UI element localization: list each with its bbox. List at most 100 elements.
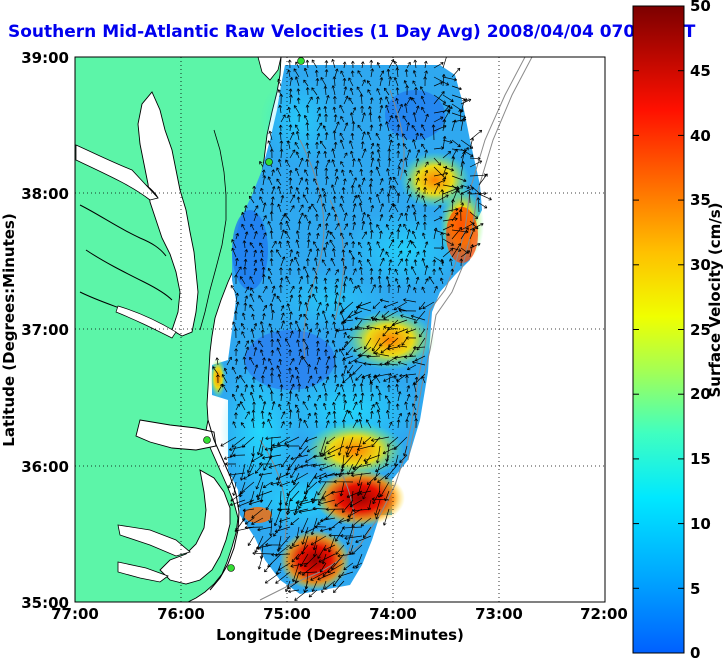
velocity-arrow: [361, 375, 366, 384]
velocity-arrow: [366, 131, 372, 141]
velocity-arrow: [391, 319, 408, 327]
velocity-arrow: [275, 472, 291, 481]
velocity-arrow: [377, 392, 382, 402]
velocity-arrow: [271, 309, 275, 321]
velocity-arrow: [357, 124, 363, 132]
velocity-arrow: [351, 241, 356, 249]
velocity-arrow: [442, 57, 447, 69]
velocity-arrow: [375, 132, 381, 141]
velocity-arrow: [305, 526, 318, 534]
velocity-arrow: [366, 354, 381, 359]
velocity-arrow: [325, 376, 330, 384]
velocity-arrow: [280, 411, 286, 420]
velocity-arrow: [420, 133, 426, 141]
velocity-arrow: [234, 412, 238, 420]
velocity-arrow: [267, 221, 273, 231]
velocity-arrow: [333, 479, 354, 484]
velocity-arrow: [319, 463, 336, 471]
velocity-arrow: [433, 227, 438, 240]
velocity-arrow: [250, 339, 255, 348]
velocity-arrow: [411, 230, 417, 240]
velocity-arrow: [307, 412, 311, 420]
velocity-arrow: [440, 258, 444, 267]
velocity-arrow: [298, 301, 303, 312]
velocity-arrow: [372, 301, 381, 309]
velocity-arrow: [433, 183, 440, 195]
velocity-arrow: [302, 356, 309, 366]
velocity-arrow: [345, 346, 354, 356]
velocity-arrow: [433, 171, 449, 177]
velocity-arrow: [469, 160, 483, 168]
velocity-arrow: [397, 240, 404, 249]
velocity-arrow: [337, 436, 345, 456]
velocity-arrow: [334, 68, 339, 78]
velocity-arrow: [257, 553, 264, 570]
velocity-arrow: [288, 321, 293, 330]
velocity-arrow: [370, 151, 375, 159]
velocity-arrow: [305, 454, 318, 463]
velocity-arrow: [375, 445, 381, 464]
velocity-arrow: [325, 507, 345, 512]
velocity-arrow: [357, 194, 363, 204]
colorbar-scale: [632, 5, 685, 654]
velocity-arrow: [294, 320, 300, 330]
velocity-arrow: [324, 113, 328, 123]
velocity-arrow: [314, 166, 319, 177]
velocity-arrow: [357, 184, 363, 195]
radar-station: [203, 436, 211, 444]
velocity-arrow: [397, 391, 402, 402]
velocity-arrow: [352, 195, 358, 204]
velocity-arrow: [335, 526, 345, 542]
velocity-arrow: [316, 301, 322, 312]
velocity-arrow: [262, 175, 267, 186]
velocity-arrow: [469, 222, 484, 231]
velocity-arrow: [413, 59, 418, 69]
velocity-arrow: [343, 122, 349, 132]
velocity-arrow: [301, 526, 309, 545]
velocity-arrow: [298, 212, 304, 222]
velocity-arrow: [305, 178, 309, 186]
velocity-arrow: [277, 186, 282, 195]
velocity-arrow: [354, 316, 372, 321]
velocity-arrow: [476, 197, 481, 213]
velocity-arrow: [424, 113, 429, 123]
velocity-arrow: [334, 328, 339, 339]
velocity-arrow: [385, 121, 390, 132]
velocity-arrow: [305, 122, 310, 132]
velocity-arrow: [359, 490, 372, 495]
colorbar-label: Surface Velocity (cm/s): [706, 202, 724, 397]
velocity-arrow: [288, 177, 293, 186]
velocity-arrow: [268, 358, 273, 366]
velocity-arrow: [442, 151, 452, 159]
velocity-arrow: [270, 481, 282, 486]
velocity-arrow: [232, 481, 237, 496]
velocity-arrow: [316, 329, 321, 339]
velocity-arrow: [253, 364, 259, 375]
velocity-arrow: [421, 375, 426, 384]
velocity-arrow: [252, 401, 256, 411]
velocity-arrow: [294, 508, 309, 514]
velocity-arrow: [323, 277, 328, 285]
velocity-arrow: [253, 267, 258, 276]
velocity-arrow: [451, 67, 461, 78]
velocity-arrow: [415, 187, 420, 195]
velocity-arrow: [396, 142, 401, 150]
velocity-arrow: [298, 418, 303, 429]
velocity-arrow: [370, 284, 376, 294]
velocity-arrow: [369, 169, 374, 177]
velocity-arrow: [288, 349, 292, 357]
radar-station: [297, 57, 305, 65]
velocity-arrow: [424, 169, 429, 177]
velocity-arrow: [265, 499, 273, 511]
velocity-arrow: [387, 148, 392, 159]
velocity-arrow: [394, 115, 399, 123]
y-tick-label: 35:00: [21, 594, 69, 612]
velocity-arrow: [352, 419, 359, 429]
velocity-arrow: [231, 393, 237, 402]
colorbar-tick: 50: [690, 0, 711, 15]
velocity-arrow: [360, 141, 365, 150]
velocity-arrow: [375, 508, 381, 520]
velocity-arrow: [376, 158, 381, 168]
velocity-arrow: [249, 391, 255, 402]
velocity-arrow: [279, 481, 291, 487]
